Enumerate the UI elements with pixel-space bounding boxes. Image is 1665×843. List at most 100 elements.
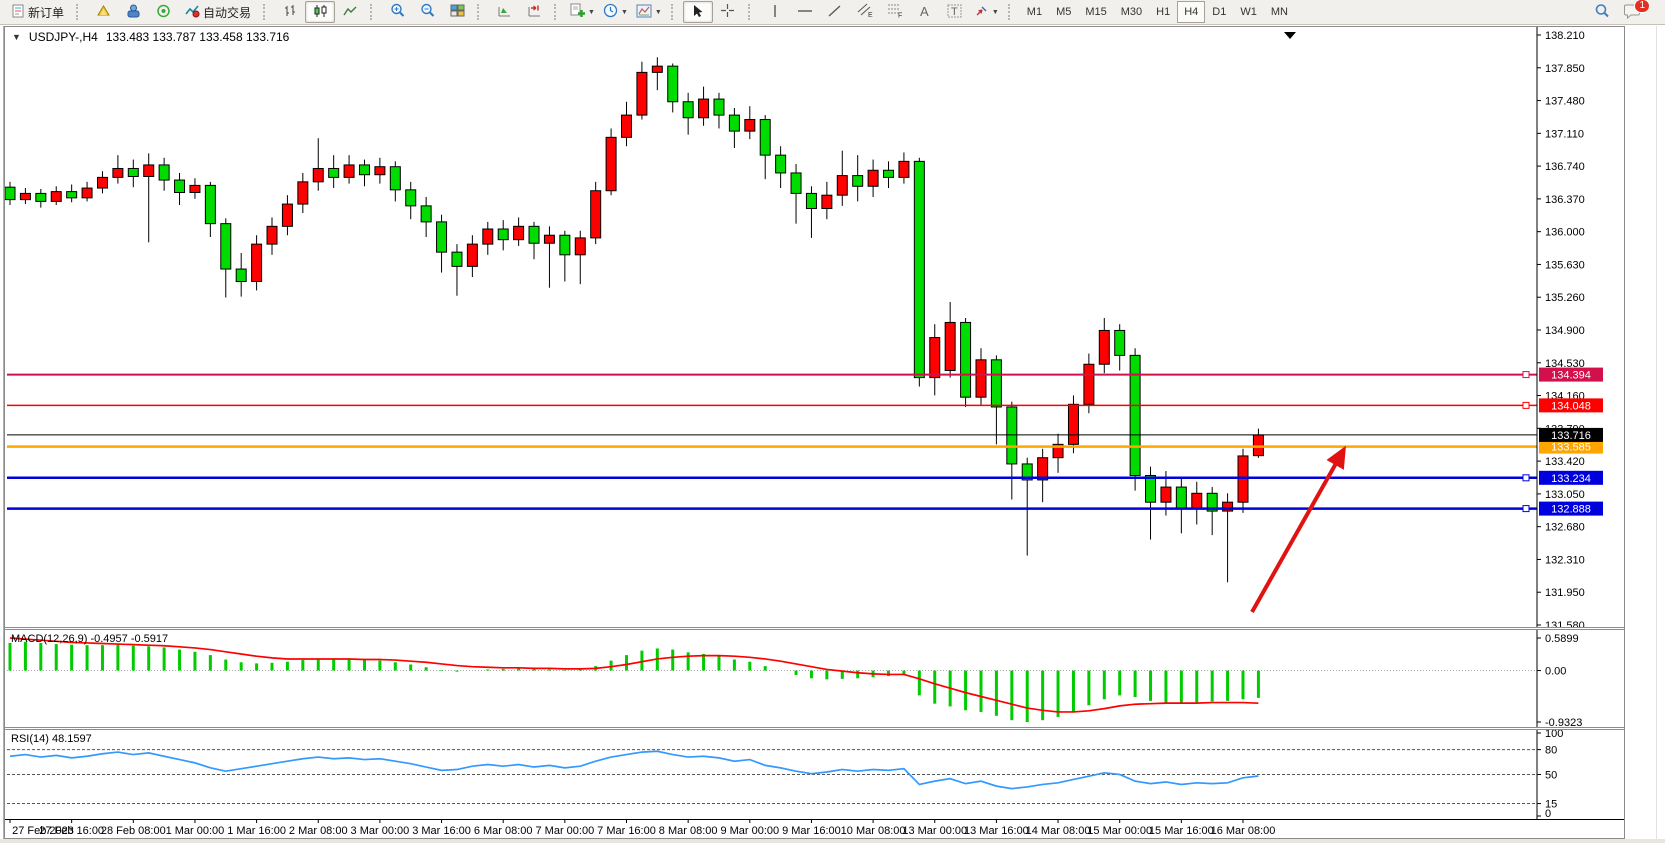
svg-text:133.585: 133.585 [1551,442,1591,454]
timeframe-d1[interactable]: D1 [1212,6,1227,18]
svg-text:134.530: 134.530 [1545,358,1585,370]
svg-text:133.050: 133.050 [1545,489,1585,501]
fibonacci-button[interactable]: F [880,1,910,23]
toolbar-grip[interactable] [1007,4,1015,20]
template-chart-icon [636,4,652,21]
metaeditor-button[interactable] [88,1,118,23]
svg-text:2 Mar 08:00: 2 Mar 08:00 [289,825,348,837]
autotrading-button[interactable]: 自动交易 [178,1,258,23]
bar-chart-button[interactable] [275,1,305,23]
rsi-pane[interactable]: 100 80 50 150 [5,730,1624,819]
text-button[interactable]: A [910,1,940,23]
svg-text:3 Mar 00:00: 3 Mar 00:00 [351,825,410,837]
indicator-plus-icon [570,3,586,21]
clock-icon [603,3,618,21]
auto-scroll-button[interactable] [489,1,519,23]
svg-text:137.480: 137.480 [1545,96,1585,108]
toolbar-grip[interactable] [76,4,83,20]
svg-text:133.716: 133.716 [1551,430,1591,442]
svg-text:132.888: 132.888 [1551,504,1591,516]
broadcast-icon [156,4,171,21]
svg-text:27 Feb 16:00: 27 Feb 16:00 [39,825,104,837]
new-order-button[interactable]: 新订单 [4,1,71,23]
new-order-icon [11,4,25,21]
candlestick-chart-button[interactable] [305,1,336,23]
window-edge [1656,26,1657,839]
cursor-button[interactable] [682,1,713,23]
svg-text:0.00: 0.00 [1545,666,1566,678]
svg-text:100: 100 [1545,730,1563,740]
text-icon: A [918,4,931,21]
svg-text:10 Mar 08:00: 10 Mar 08:00 [841,825,906,837]
toolbar-grip[interactable] [263,4,270,20]
arrows-button[interactable]: ▼ [970,1,1003,23]
crosshair-icon [720,3,735,21]
timeframe-h4[interactable]: H4 [1177,1,1206,23]
signals-button[interactable] [148,1,178,23]
chevron-down-icon: ▼ [654,8,662,16]
autotrading-icon [185,4,200,21]
svg-text:137.110: 137.110 [1545,128,1584,140]
trendline-button[interactable] [820,1,850,23]
bar-chart-icon [283,4,298,21]
svg-text:1 Mar 16:00: 1 Mar 16:00 [227,825,286,837]
cursor-icon [691,4,704,21]
metaeditor-icon [96,4,111,21]
equidistant-channel-button[interactable]: E [850,1,880,23]
svg-text:28 Feb 08:00: 28 Feb 08:00 [101,825,166,837]
svg-text:7 Mar 16:00: 7 Mar 16:00 [597,825,656,837]
svg-text:16 Mar 08:00: 16 Mar 08:00 [1211,825,1276,837]
crosshair-button[interactable] [713,1,743,23]
chart-shift-button[interactable] [519,1,549,23]
timeframe-m30[interactable]: M30 [1120,6,1143,18]
chart-ohlc-values: 133.483 133.787 133.458 133.716 [105,30,290,44]
timeframe-m5[interactable]: M5 [1056,6,1072,18]
zoom-out-icon [420,3,435,21]
svg-text:14 Mar 08:00: 14 Mar 08:00 [1026,825,1091,837]
pane-splitter[interactable] [5,727,1624,730]
pane-splitter[interactable] [5,627,1624,630]
timeframe-h1[interactable]: H1 [1156,6,1171,18]
templates-button[interactable]: ▼ [632,1,666,23]
toolbar-grip[interactable] [670,4,678,20]
tile-windows-button[interactable] [442,1,472,23]
timeframe-mn[interactable]: MN [1270,6,1288,18]
svg-text:131.950: 131.950 [1545,587,1585,599]
collapse-chart-icon[interactable]: ▼ [12,32,21,42]
periods-button[interactable]: ▼ [599,1,632,23]
timeframe-m1[interactable]: M1 [1026,6,1043,18]
timeframe-m15[interactable]: M15 [1085,6,1107,18]
new-order-label: 新订单 [28,5,65,20]
horizontal-line-button[interactable] [790,1,820,23]
toolbar-grip[interactable] [370,4,377,20]
zoom-in-button[interactable] [382,1,412,23]
chevron-down-icon: ▼ [588,8,595,16]
auto-scroll-icon [497,4,512,21]
toolbar-grip[interactable] [747,4,755,20]
toolbar-grip[interactable] [477,4,484,20]
svg-text:9 Mar 00:00: 9 Mar 00:00 [720,825,779,837]
add-indicator-button[interactable]: ▼ [566,1,599,23]
vertical-line-button[interactable] [760,1,790,23]
text-label-button[interactable]: T [940,1,970,23]
svg-text:50: 50 [1545,770,1557,782]
svg-text:132.310: 132.310 [1545,554,1585,566]
community-button[interactable] [118,1,148,23]
horizontal-line-icon [797,4,813,21]
svg-text:0: 0 [1545,808,1551,819]
macd-pane[interactable]: 0.5899 0.00 -0.9323 [5,630,1624,727]
search-button[interactable] [1587,1,1617,23]
chart-shift-icon [527,4,542,21]
toolbar-grip[interactable] [554,4,561,20]
notifications-button[interactable]: 1 [1617,0,1650,23]
line-chart-button[interactable] [335,1,365,23]
label-icon: T [947,4,962,21]
price-chart-pane[interactable]: 138.210 137.850 137.480 137.110 136.740 136.3… [5,27,1624,627]
zoom-out-button[interactable] [412,1,442,23]
chevron-down-icon: ▼ [620,8,628,16]
svg-text:A: A [920,4,929,18]
line-chart-icon [342,4,358,21]
timeframe-w1[interactable]: W1 [1240,6,1257,18]
svg-text:134.048: 134.048 [1551,400,1591,412]
